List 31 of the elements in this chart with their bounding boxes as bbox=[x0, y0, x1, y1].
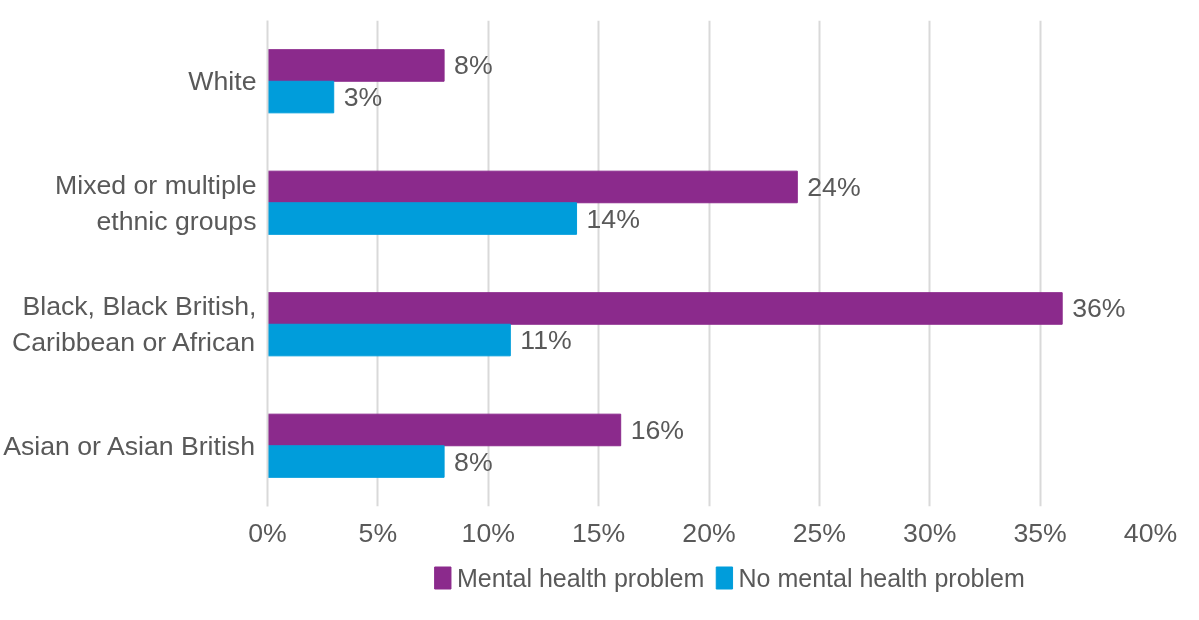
x-tick-label: 5% bbox=[358, 517, 398, 548]
data-label: 24% bbox=[807, 171, 861, 202]
y-tick-label: Black, Black British, Caribbean or African bbox=[12, 291, 257, 358]
bar bbox=[267, 202, 578, 235]
bar bbox=[267, 445, 445, 478]
data-label: 14% bbox=[586, 203, 640, 234]
x-tick-label: 15% bbox=[571, 517, 626, 548]
bar bbox=[267, 49, 445, 82]
bar bbox=[267, 170, 798, 204]
data-label: 16% bbox=[630, 414, 685, 445]
y-tick-label: Mixed or multiple ethnic groups bbox=[55, 169, 257, 236]
bar bbox=[267, 292, 1063, 325]
x-tick-label: 20% bbox=[682, 517, 736, 548]
bar bbox=[267, 80, 335, 114]
data-label: 3% bbox=[343, 82, 383, 113]
legend-label: Mental health problem bbox=[456, 564, 705, 592]
x-tick-label: 25% bbox=[792, 517, 847, 548]
x-tick-label: 0% bbox=[248, 517, 287, 548]
data-label: 8% bbox=[454, 50, 493, 81]
legend-label: No mental health problem bbox=[738, 564, 1025, 592]
y-tick-label: White bbox=[188, 66, 257, 97]
x-tick-label: 30% bbox=[903, 517, 957, 548]
x-tick-label: 35% bbox=[1013, 517, 1067, 548]
y-tick-label: Asian or Asian British bbox=[3, 430, 256, 461]
bar bbox=[267, 413, 622, 447]
bar bbox=[267, 323, 511, 357]
x-tick-label: 10% bbox=[461, 517, 515, 548]
data-label: 11% bbox=[520, 325, 572, 356]
x-tick-label: 40% bbox=[1123, 517, 1178, 548]
data-label: 8% bbox=[454, 446, 493, 477]
data-label: 36% bbox=[1072, 293, 1126, 324]
